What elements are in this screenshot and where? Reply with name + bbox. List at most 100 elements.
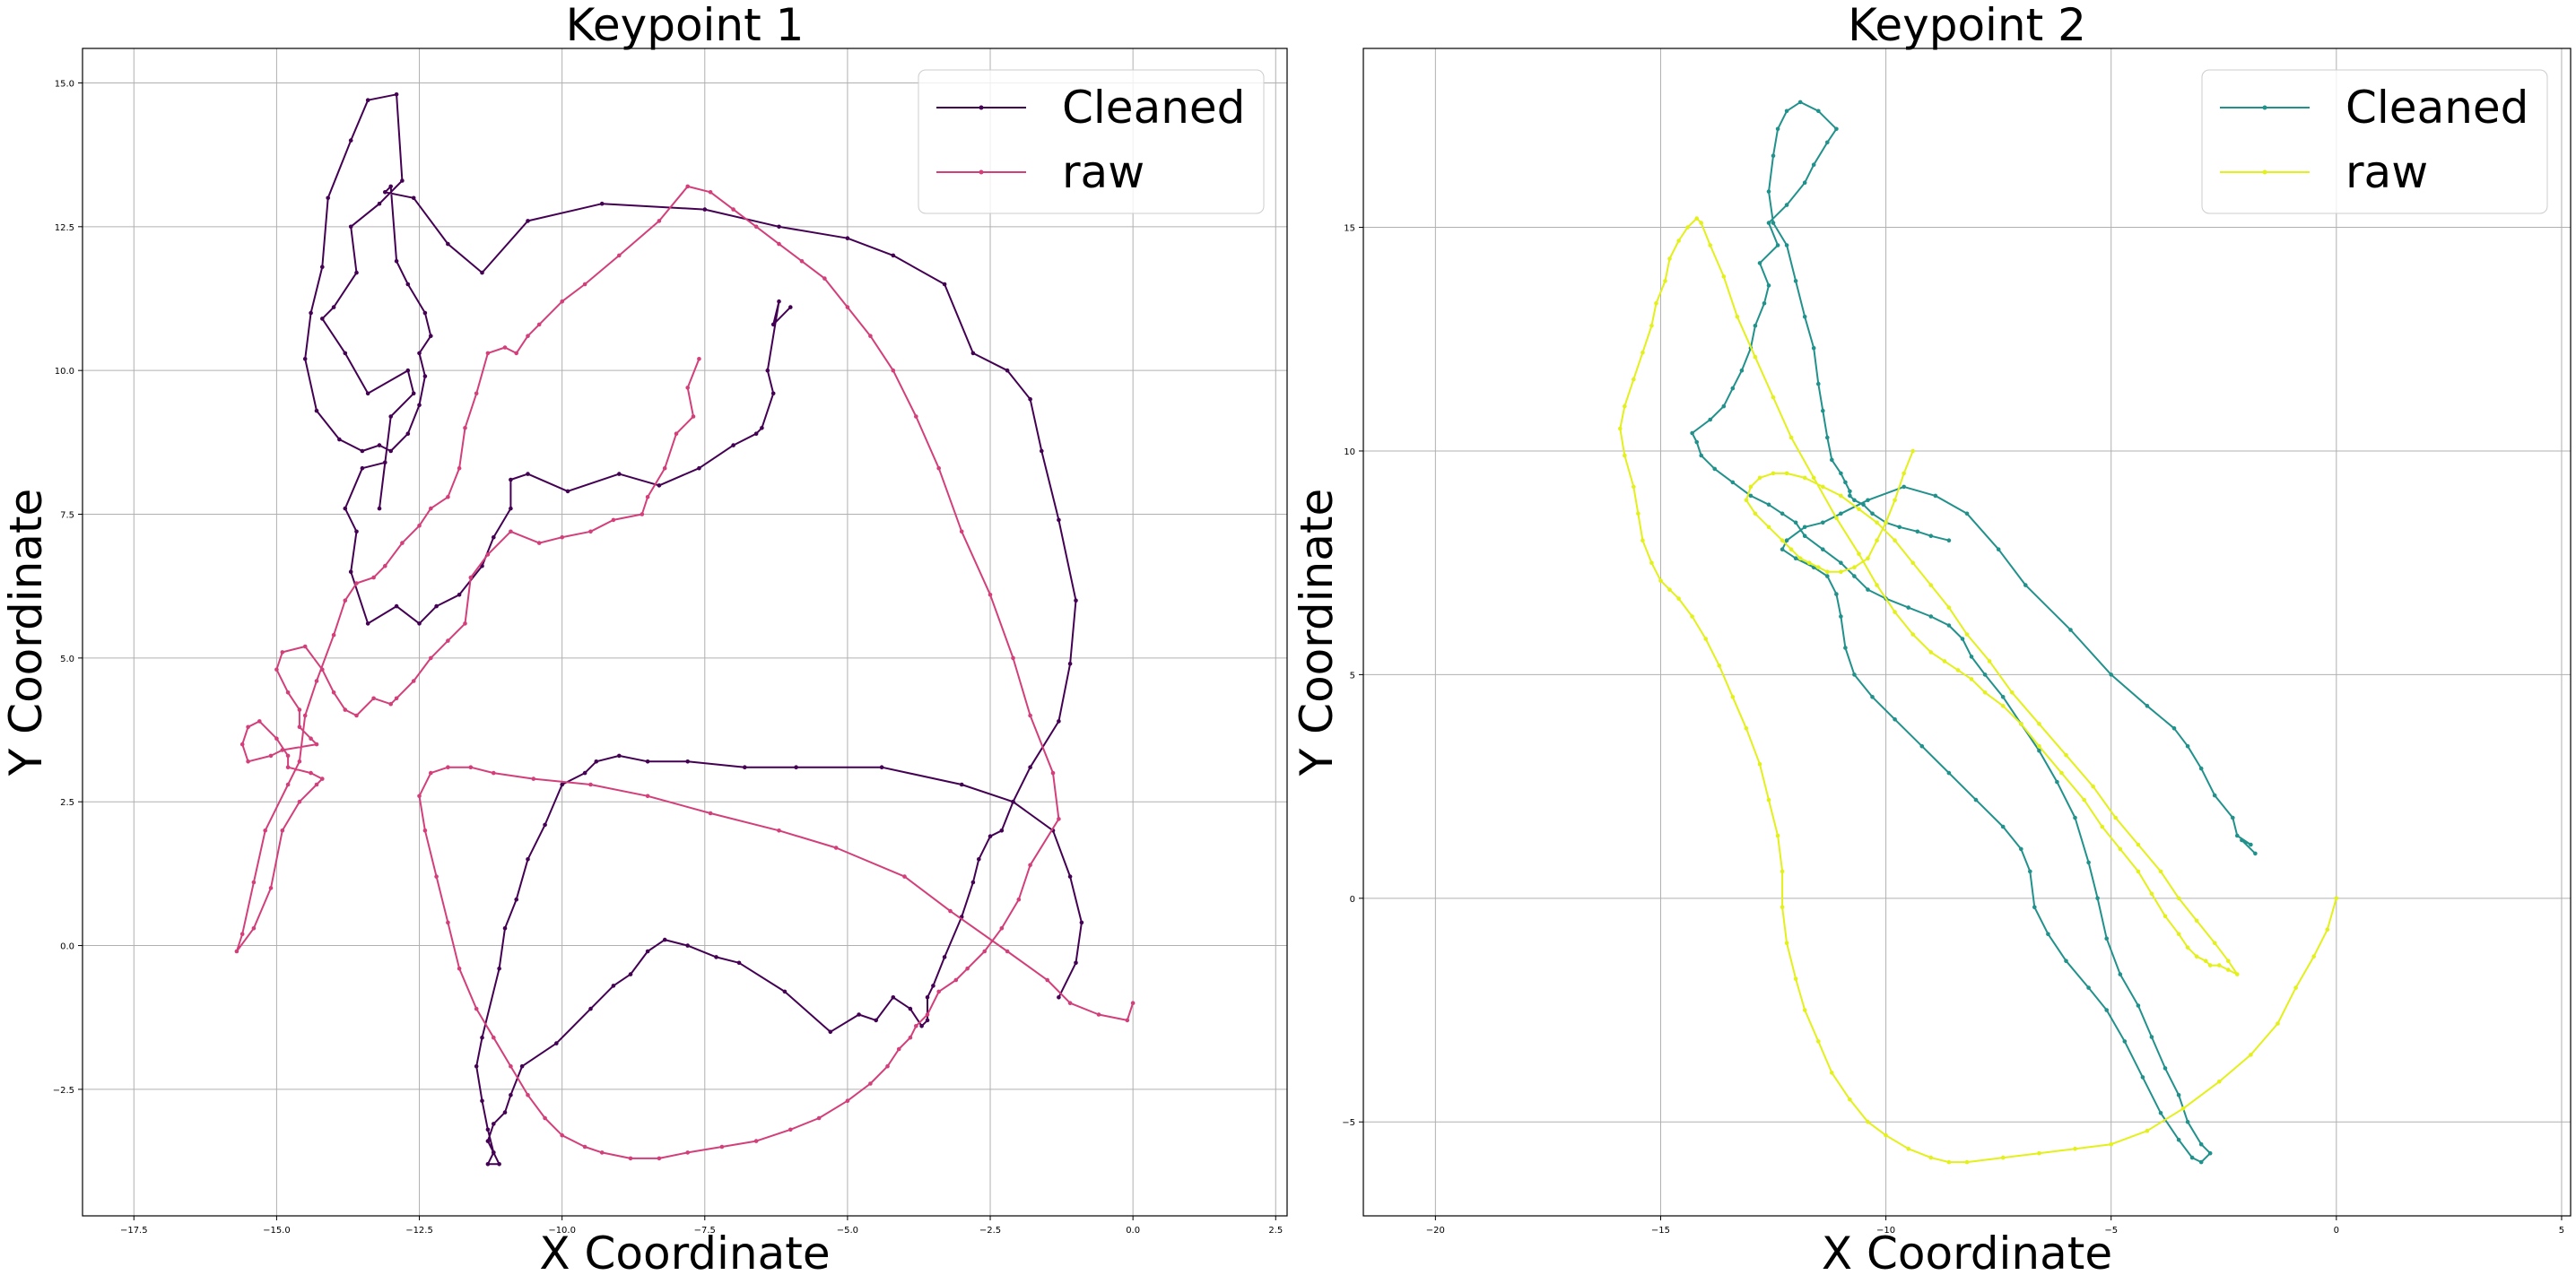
x-tick-label: 0 bbox=[2334, 1226, 2339, 1236]
legend-label-cleaned: Cleaned bbox=[2345, 82, 2528, 134]
data-point bbox=[599, 201, 605, 206]
data-point bbox=[2023, 583, 2028, 587]
data-point bbox=[1125, 1018, 1130, 1023]
data-point bbox=[1893, 610, 1897, 614]
legend-label-cleaned: Cleaned bbox=[1062, 82, 1245, 134]
y-tick-label: 2.5 bbox=[60, 798, 74, 808]
data-point bbox=[394, 259, 399, 264]
data-point bbox=[1843, 646, 1848, 650]
data-point bbox=[816, 1115, 822, 1121]
legend-marker bbox=[2262, 105, 2267, 110]
data-point bbox=[919, 1024, 924, 1028]
data-point bbox=[657, 219, 662, 223]
data-point bbox=[446, 495, 450, 499]
data-point bbox=[446, 920, 450, 925]
data-point bbox=[1915, 529, 1920, 534]
data-point bbox=[1870, 695, 1875, 699]
data-point bbox=[463, 621, 467, 626]
data-point bbox=[1960, 637, 1965, 641]
data-point bbox=[509, 506, 513, 511]
data-point bbox=[314, 742, 319, 747]
data-point bbox=[782, 989, 788, 994]
data-point bbox=[1866, 587, 1870, 592]
plot-frame bbox=[82, 48, 1288, 1217]
data-point bbox=[354, 270, 359, 275]
data-point bbox=[536, 541, 542, 545]
data-point bbox=[1005, 949, 1010, 954]
data-point bbox=[1130, 1001, 1136, 1005]
data-point bbox=[1780, 869, 1785, 874]
data-point bbox=[1821, 408, 1825, 413]
data-point bbox=[502, 926, 508, 931]
plot-frame bbox=[1362, 48, 2572, 1217]
data-point bbox=[446, 638, 450, 643]
data-point bbox=[777, 299, 781, 304]
data-point bbox=[1618, 426, 1623, 431]
data-point bbox=[1987, 659, 1992, 664]
data-point bbox=[239, 932, 245, 936]
data-point bbox=[457, 465, 462, 471]
x-tick-label: 5 bbox=[2559, 1226, 2564, 1236]
data-point bbox=[2037, 1150, 2041, 1156]
data-point bbox=[411, 679, 416, 683]
data-point bbox=[1766, 502, 1771, 508]
data-point bbox=[400, 541, 405, 545]
data-point bbox=[1969, 655, 1974, 659]
data-point bbox=[2226, 959, 2231, 963]
data-point bbox=[770, 391, 776, 396]
data-point bbox=[1766, 221, 1771, 225]
data-point bbox=[936, 989, 941, 994]
data-point bbox=[263, 829, 268, 833]
data-point bbox=[708, 811, 713, 816]
data-point bbox=[1694, 216, 1699, 221]
data-point bbox=[1730, 386, 1736, 391]
data-point bbox=[1658, 578, 1663, 583]
series-line-raw bbox=[235, 185, 1135, 1159]
legend-marker bbox=[979, 105, 984, 110]
data-point bbox=[411, 391, 416, 396]
data-point bbox=[309, 310, 313, 316]
data-point bbox=[2158, 1111, 2163, 1115]
data-point bbox=[902, 874, 907, 879]
data-point bbox=[2086, 985, 2091, 990]
data-point bbox=[2203, 959, 2208, 963]
data-point bbox=[1910, 560, 1915, 565]
data-point bbox=[405, 431, 411, 437]
data-point bbox=[1784, 538, 1789, 542]
data-point bbox=[1839, 569, 1843, 574]
data-point bbox=[770, 322, 776, 327]
data-point bbox=[377, 201, 382, 206]
data-point bbox=[1964, 632, 1970, 637]
data-point bbox=[1623, 453, 1627, 458]
data-point bbox=[2198, 1159, 2204, 1165]
y-axis-label: Y Coordinate bbox=[0, 489, 52, 777]
data-point bbox=[331, 690, 336, 695]
data-point bbox=[388, 448, 394, 454]
data-point bbox=[480, 270, 484, 275]
data-point bbox=[2046, 932, 2050, 936]
chart-keypoint-2: −20 −15 −10 −5 0 5 −5 0 5 10 15 Keypoint 2 X Coordin… bbox=[1291, 0, 2572, 1280]
data-point bbox=[1852, 565, 1857, 569]
data-point bbox=[953, 977, 959, 983]
data-point bbox=[2163, 914, 2168, 919]
legend: Cleaned raw bbox=[918, 69, 1265, 214]
data-point bbox=[492, 1122, 496, 1126]
data-point bbox=[1040, 448, 1044, 454]
data-point bbox=[1811, 345, 1816, 351]
y-tick-label: 10.0 bbox=[55, 367, 74, 377]
data-point bbox=[274, 667, 279, 672]
data-point bbox=[1623, 403, 1627, 409]
data-point bbox=[485, 351, 491, 356]
data-point bbox=[1816, 565, 1821, 569]
data-point bbox=[297, 724, 302, 730]
data-point bbox=[891, 995, 896, 1000]
data-point bbox=[302, 713, 308, 718]
data-point bbox=[285, 753, 291, 759]
data-point bbox=[514, 897, 518, 902]
data-point bbox=[1708, 243, 1712, 247]
data-point bbox=[2000, 824, 2006, 829]
legend-marker bbox=[2262, 169, 2267, 175]
data-point bbox=[2037, 743, 2041, 749]
data-point bbox=[628, 1156, 633, 1161]
data-point bbox=[697, 357, 701, 361]
